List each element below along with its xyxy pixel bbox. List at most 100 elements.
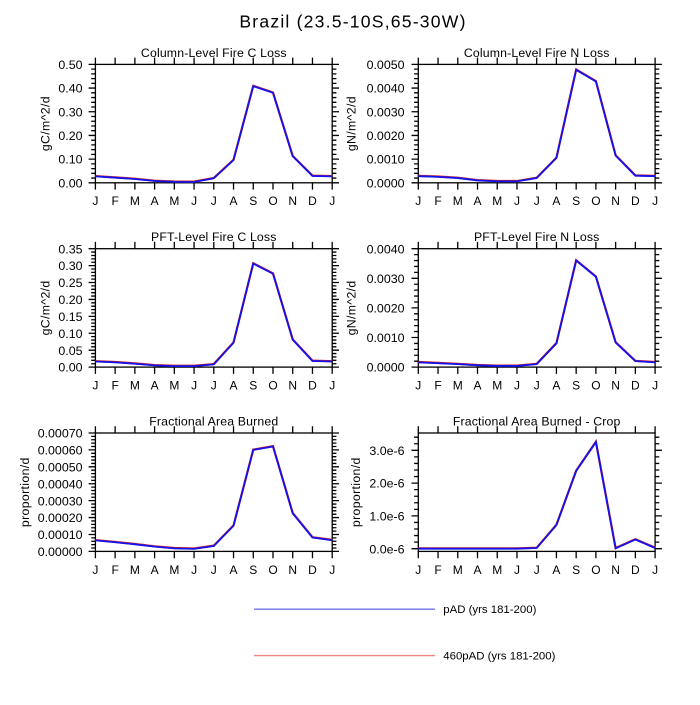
svg-text:proportion/d: proportion/d (349, 457, 363, 527)
svg-text:0.0010: 0.0010 (367, 153, 405, 167)
svg-text:Fractional Area Burned - Crop: Fractional Area Burned - Crop (453, 414, 621, 428)
svg-text:460pAD (yrs 181-200): 460pAD (yrs 181-200) (443, 651, 555, 663)
svg-text:O: O (591, 379, 600, 393)
svg-text:A: A (230, 563, 238, 577)
svg-text:J: J (211, 379, 217, 393)
svg-text:M: M (169, 563, 179, 577)
svg-text:A: A (230, 379, 238, 393)
svg-text:M: M (453, 563, 463, 577)
svg-text:N: N (288, 563, 297, 577)
svg-text:A: A (473, 563, 481, 577)
svg-text:F: F (111, 194, 118, 208)
svg-text:J: J (415, 563, 421, 577)
svg-text:0.25: 0.25 (58, 276, 82, 290)
svg-text:J: J (211, 194, 217, 208)
svg-text:M: M (492, 379, 502, 393)
svg-text:Fractional Area Burned: Fractional Area Burned (149, 414, 278, 428)
svg-text:0.40: 0.40 (58, 82, 82, 96)
svg-text:0.0020: 0.0020 (367, 302, 405, 316)
svg-text:F: F (434, 563, 441, 577)
svg-text:gN/m^2/d: gN/m^2/d (345, 96, 359, 151)
svg-text:0.30: 0.30 (58, 105, 82, 119)
svg-text:O: O (268, 194, 277, 208)
svg-text:0.0030: 0.0030 (367, 105, 405, 119)
svg-text:0.0010: 0.0010 (367, 331, 405, 345)
svg-text:J: J (652, 194, 658, 208)
svg-text:F: F (111, 563, 118, 577)
svg-text:F: F (434, 194, 441, 208)
svg-text:0.00000: 0.00000 (38, 545, 83, 559)
svg-text:M: M (130, 379, 140, 393)
svg-text:0.0000: 0.0000 (367, 176, 405, 190)
svg-text:J: J (514, 379, 520, 393)
svg-text:A: A (552, 194, 560, 208)
svg-text:D: D (631, 563, 640, 577)
svg-text:S: S (249, 563, 257, 577)
svg-text:0.00050: 0.00050 (38, 460, 83, 474)
svg-text:J: J (534, 194, 540, 208)
svg-text:S: S (249, 194, 257, 208)
svg-text:J: J (329, 379, 335, 393)
svg-text:M: M (130, 194, 140, 208)
svg-text:J: J (652, 563, 658, 577)
svg-text:D: D (308, 379, 317, 393)
svg-text:D: D (308, 563, 317, 577)
svg-text:O: O (268, 563, 277, 577)
svg-text:D: D (631, 194, 640, 208)
svg-text:0.0040: 0.0040 (367, 242, 405, 256)
svg-text:0.20: 0.20 (58, 129, 82, 143)
svg-text:0.00: 0.00 (58, 176, 82, 190)
svg-text:O: O (591, 563, 600, 577)
svg-text:M: M (169, 194, 179, 208)
svg-text:N: N (611, 563, 620, 577)
svg-text:A: A (151, 563, 159, 577)
svg-text:gC/m^2/d: gC/m^2/d (38, 96, 52, 151)
svg-text:J: J (92, 379, 98, 393)
svg-text:M: M (492, 563, 502, 577)
svg-text:0.0030: 0.0030 (367, 272, 405, 286)
svg-text:A: A (151, 379, 159, 393)
svg-text:J: J (211, 563, 217, 577)
svg-text:A: A (473, 194, 481, 208)
svg-text:0.10: 0.10 (58, 327, 82, 341)
svg-text:3.0e-6: 3.0e-6 (369, 444, 404, 458)
svg-text:F: F (434, 379, 441, 393)
svg-text:gN/m^2/d: gN/m^2/d (345, 280, 359, 335)
svg-text:J: J (329, 563, 335, 577)
svg-text:D: D (631, 379, 640, 393)
svg-text:0.00040: 0.00040 (38, 477, 83, 491)
svg-text:PFT-Level Fire C Loss: PFT-Level Fire C Loss (151, 230, 276, 244)
svg-text:0.0e-6: 0.0e-6 (369, 542, 404, 556)
svg-text:0.0040: 0.0040 (367, 82, 405, 96)
svg-text:N: N (611, 194, 620, 208)
svg-text:A: A (552, 563, 560, 577)
svg-text:0.50: 0.50 (58, 58, 82, 72)
svg-text:Brazil (23.5-10S,65-30W): Brazil (23.5-10S,65-30W) (239, 12, 466, 32)
svg-text:Column-Level Fire C Loss: Column-Level Fire C Loss (141, 46, 287, 60)
svg-text:0.15: 0.15 (58, 310, 82, 324)
svg-text:D: D (308, 194, 317, 208)
svg-text:0.0020: 0.0020 (367, 129, 405, 143)
svg-text:2.0e-6: 2.0e-6 (369, 477, 404, 491)
svg-text:0.0000: 0.0000 (367, 361, 405, 375)
svg-text:N: N (288, 194, 297, 208)
svg-text:M: M (453, 379, 463, 393)
svg-text:0.10: 0.10 (58, 153, 82, 167)
svg-text:J: J (534, 379, 540, 393)
svg-text:S: S (249, 379, 257, 393)
svg-text:1.0e-6: 1.0e-6 (369, 510, 404, 524)
svg-text:0.00070: 0.00070 (38, 427, 83, 441)
svg-text:gC/m^2/d: gC/m^2/d (38, 280, 52, 335)
svg-text:J: J (92, 563, 98, 577)
svg-text:J: J (415, 379, 421, 393)
svg-text:M: M (169, 379, 179, 393)
svg-text:M: M (453, 194, 463, 208)
svg-text:proportion/d: proportion/d (18, 457, 32, 527)
svg-text:A: A (552, 379, 560, 393)
svg-text:0.35: 0.35 (58, 242, 82, 256)
svg-text:A: A (230, 194, 238, 208)
svg-text:0.20: 0.20 (58, 293, 82, 307)
svg-text:PFT-Level Fire N Loss: PFT-Level Fire N Loss (474, 230, 599, 244)
svg-text:J: J (652, 379, 658, 393)
svg-text:J: J (329, 194, 335, 208)
